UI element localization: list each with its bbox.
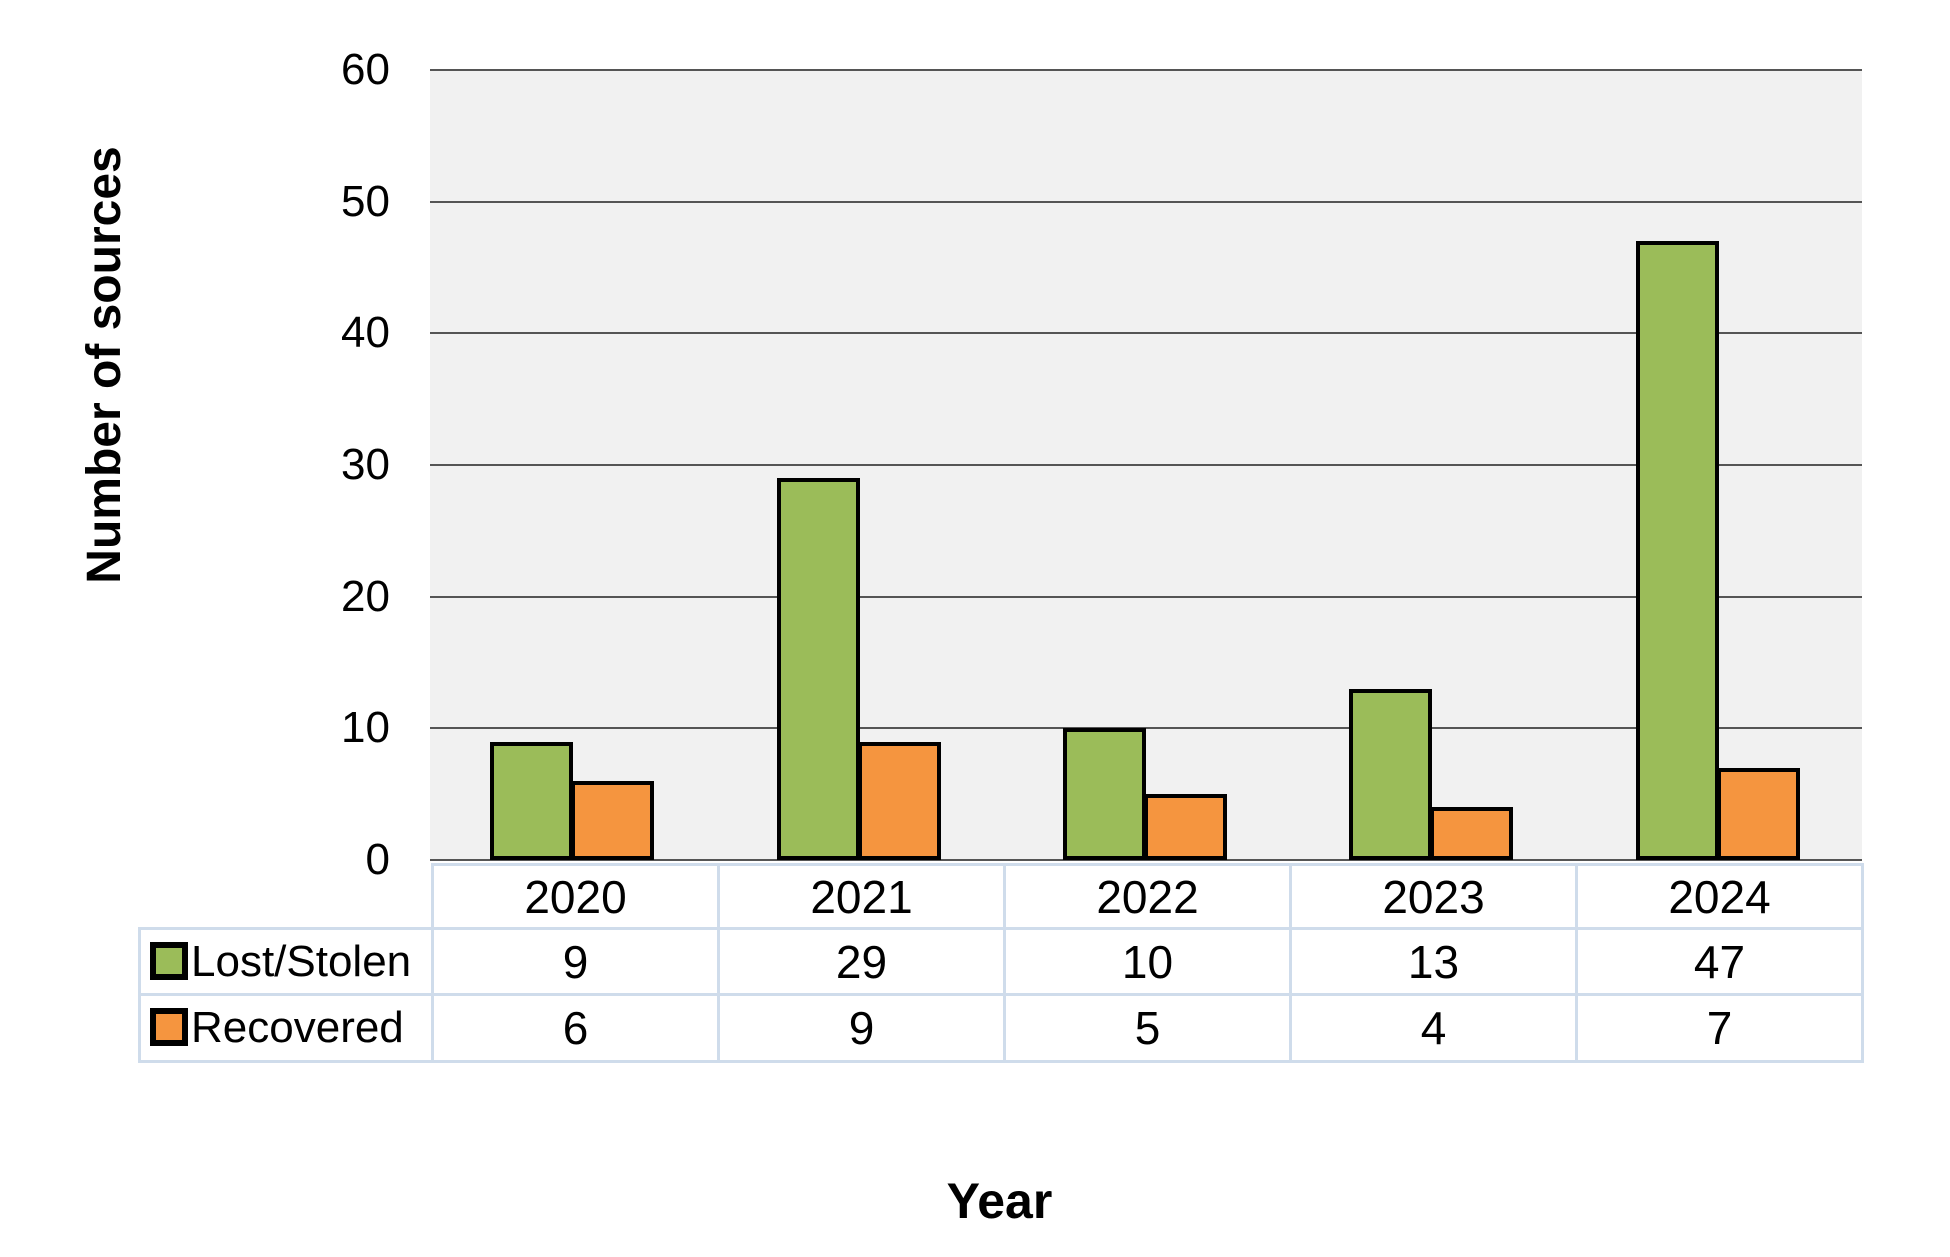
legend-label-recovered: Recovered — [191, 1003, 404, 1052]
gridline-60 — [430, 69, 1862, 71]
table-header-2021: 2021 — [717, 863, 1006, 930]
table-value-lost-stolen-2022: 10 — [1003, 927, 1292, 996]
table-value-lost-stolen-2020: 9 — [431, 927, 720, 996]
legend-swatch-lost-stolen-icon — [150, 941, 188, 980]
bar-recovered-2024 — [1716, 767, 1800, 860]
y-tick-label-0: 0 — [365, 835, 390, 884]
gridline-10 — [430, 727, 1862, 730]
table-corner-blank — [140, 865, 433, 929]
table-value-lost-stolen-2024: 47 — [1575, 927, 1864, 996]
table-row-recovered: Recovered 6 9 5 4 7 — [138, 993, 1864, 1063]
gridline-40 — [430, 332, 1862, 335]
bar-lost-stolen-2022 — [1063, 728, 1146, 860]
y-tick-label-20: 20 — [341, 571, 390, 621]
y-tick-label-10: 10 — [341, 703, 390, 753]
bar-lost-stolen-2020 — [490, 741, 574, 860]
table-header-2024: 2024 — [1575, 863, 1864, 930]
bar-recovered-2023 — [1430, 807, 1514, 860]
table-value-recovered-2021: 9 — [717, 993, 1006, 1063]
gridline-30 — [430, 464, 1862, 466]
y-tick-label-50: 50 — [341, 176, 390, 226]
bar-recovered-2021 — [857, 741, 941, 860]
table-value-recovered-2020: 6 — [431, 993, 720, 1063]
bar-lost-stolen-2024 — [1635, 241, 1719, 860]
gridline-0 — [430, 859, 1862, 861]
y-tick-label-40: 40 — [341, 308, 390, 358]
table-value-recovered-2024: 7 — [1575, 993, 1864, 1063]
table-value-lost-stolen-2021: 29 — [717, 927, 1006, 996]
table-value-lost-stolen-2023: 13 — [1289, 927, 1578, 996]
bar-lost-stolen-2023 — [1349, 688, 1433, 860]
y-tick-label-60: 60 — [341, 45, 390, 94]
legend-label-lost-stolen: Lost/Stolen — [191, 936, 412, 986]
gridline-50 — [430, 200, 1862, 203]
x-axis-title: Year — [946, 1173, 1053, 1229]
table-header-2022: 2022 — [1003, 863, 1292, 930]
bar-recovered-2022 — [1144, 794, 1227, 860]
table-header-2020: 2020 — [431, 863, 720, 930]
legend-key-recovered: Recovered — [138, 993, 434, 1063]
table-value-recovered-2022: 5 — [1003, 993, 1292, 1063]
data-table: 2020 2021 2022 2023 2024 Lost/Stolen 9 29 10 13 47… — [138, 863, 1864, 1063]
bar-recovered-2020 — [571, 781, 655, 860]
table-value-recovered-2023: 4 — [1289, 993, 1578, 1063]
gridline-20 — [430, 595, 1862, 598]
y-axis-title: Number of sources — [78, 146, 131, 584]
bar-lost-stolen-2021 — [776, 478, 860, 860]
legend-swatch-recovered-icon — [150, 1008, 188, 1046]
table-header-2023: 2023 — [1289, 863, 1578, 930]
y-tick-label-30: 30 — [341, 440, 390, 489]
legend-key-lost-stolen: Lost/Stolen — [138, 927, 434, 996]
table-row-lost-stolen: Lost/Stolen 9 29 10 13 47 — [138, 927, 1864, 996]
